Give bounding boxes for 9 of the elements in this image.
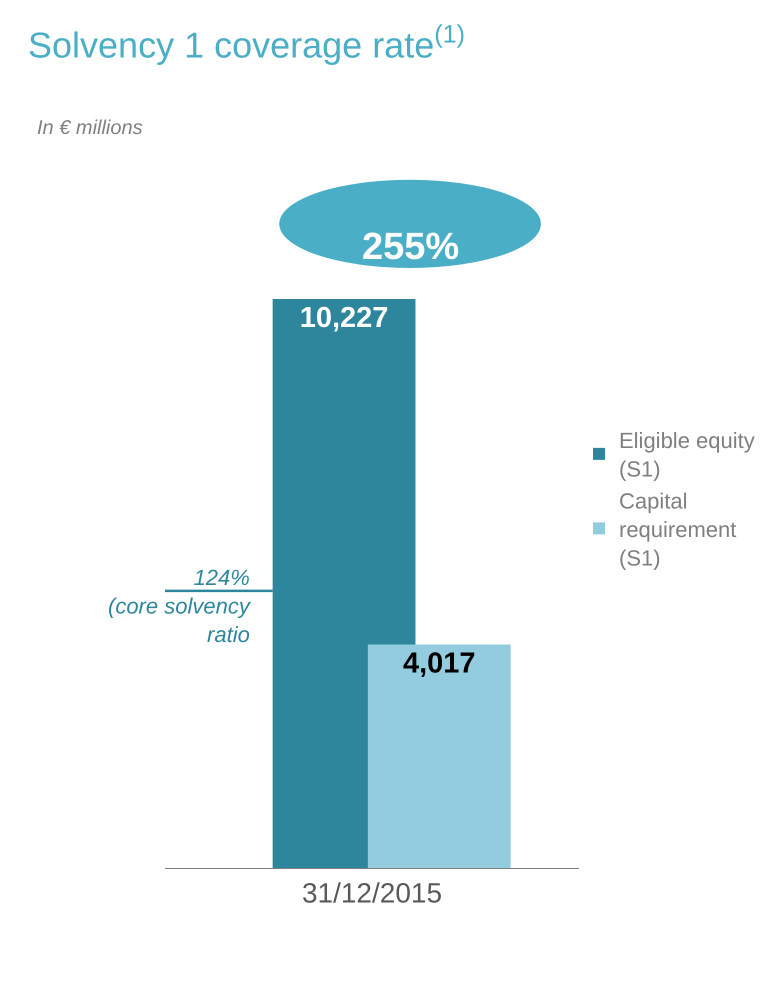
text: In € millions (37, 117, 143, 139)
data-label: 4,017 (402, 647, 476, 680)
x-tick-label: 31/12/2015 (302, 878, 442, 909)
ref-line-label: 124% (core solvency ratio (108, 565, 252, 648)
chart-title: Solvency 1 coverage rate$^{(1)}$ (28, 20, 466, 66)
text: 255% (362, 226, 460, 268)
legend-label: Eligible equity (S1) (619, 428, 755, 482)
data-label: 10,227 (300, 302, 388, 334)
legend-label: Capital requirement (S1) (619, 488, 736, 571)
